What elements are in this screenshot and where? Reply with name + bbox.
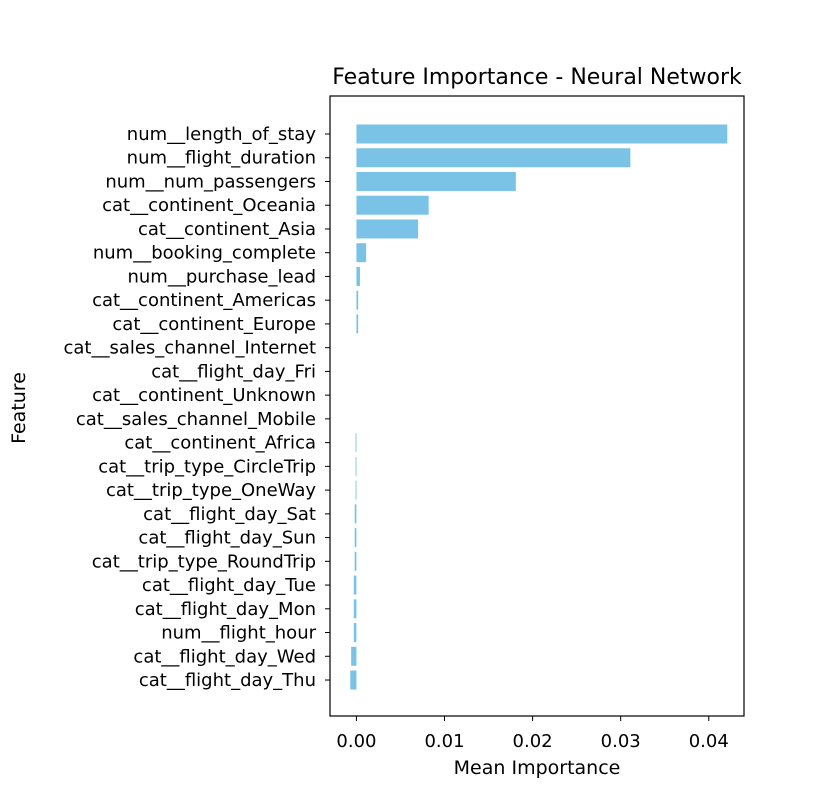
bar-cat__flight_day_Sat [354,504,357,524]
y-tick-label: cat__sales_channel_Mobile [76,409,316,430]
y-tick-label: cat__flight_day_Mon [135,599,316,620]
bar-cat__continent_Europe [356,314,359,334]
bar-cat__flight_day_Thu [350,670,357,690]
x-tick-label: 0.00 [336,731,376,752]
bar-cat__continent_Americas [356,290,359,310]
y-tick-label: cat__continent_Americas [92,290,316,311]
y-tick-label: num__num_passengers [105,171,316,192]
bar-cat__continent_Oceania [356,195,429,215]
bar-num__num_passengers [356,171,516,191]
y-tick-label: num__flight_duration [127,148,316,169]
y-tick-label: cat__flight_day_Wed [133,646,316,667]
bar-cat__trip_type_RoundTrip [354,551,357,571]
y-tick-label: cat__continent_Europe [112,314,316,335]
x-tick-label: 0.01 [424,731,464,752]
y-tick-label: num__flight_hour [161,623,316,644]
y-tick-label: cat__trip_type_RoundTrip [92,551,316,572]
plot-area-frame [329,95,745,717]
bar-num__flight_hour [353,623,357,643]
y-axis-label: Feature [8,372,30,444]
y-tick-label: cat__continent_Asia [138,219,316,240]
bars-group [350,124,728,690]
bar-cat__trip_type_OneWay [355,480,357,500]
bar-cat__continent_Africa [355,433,357,453]
y-tick-label: cat__continent_Africa [124,433,316,454]
y-tick-label: cat__flight_day_Fri [151,361,316,382]
y-tick-label: num__booking_complete [93,243,316,264]
bar-cat__flight_day_Wed [351,646,357,666]
bar-num__flight_duration [356,148,631,168]
y-tick-label: cat__continent_Oceania [102,195,316,216]
y-tick-label: cat__trip_type_OneWay [106,480,316,501]
bar-cat__flight_day_Mon [353,599,357,619]
y-tick-label: cat__flight_day_Thu [139,670,316,691]
y-tick-label: cat__trip_type_CircleTrip [98,456,316,477]
x-tick-label: 0.03 [601,731,641,752]
x-tick-label: 0.04 [689,731,729,752]
y-tick-label: cat__continent_Unknown [92,385,316,406]
chart-title: Feature Importance - Neural Network [332,65,742,90]
y-tick-label: cat__flight_day_Sun [138,528,316,549]
y-tick-label: cat__flight_day_Tue [142,575,316,596]
bar-num__length_of_stay [356,124,728,144]
bar-cat__trip_type_CircleTrip [355,456,357,476]
bar-cat__flight_day_Tue [353,575,357,595]
bar-num__purchase_lead [356,266,360,286]
y-tick-label: cat__sales_channel_Internet [63,338,316,359]
x-tick-label: 0.02 [513,731,553,752]
bar-cat__flight_day_Sun [354,528,357,548]
y-tick-label: num__purchase_lead [127,266,316,287]
x-axis-ticks: 0.00 0.01 0.02 0.03 0.04 [336,716,729,752]
bar-num__booking_complete [356,243,367,263]
bar-cat__continent_Asia [356,219,419,239]
y-tick-label: cat__flight_day_Sat [143,504,316,525]
y-tick-label: num__length_of_stay [127,124,317,145]
x-axis-label: Mean Importance [454,757,621,779]
y-axis-ticks: num__length_of_staynum__flight_durationn… [63,124,330,691]
